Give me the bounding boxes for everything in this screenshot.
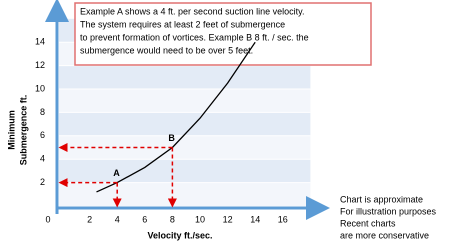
note-text: Chart is approximate bbox=[340, 194, 423, 204]
x-tick-label: 0 bbox=[45, 214, 50, 224]
band bbox=[59, 182, 311, 206]
x-tick-label: 14 bbox=[250, 214, 260, 224]
x-axis-label: Velocity ft./sec. bbox=[147, 230, 212, 240]
annotation-label: A bbox=[113, 168, 120, 178]
y-tick-label: 12 bbox=[35, 60, 45, 70]
y-tick-label: 2 bbox=[40, 177, 45, 187]
y-axis-label: Minimum bbox=[6, 110, 16, 150]
x-tick-label: 16 bbox=[278, 214, 288, 224]
note-text: Recent charts bbox=[340, 218, 396, 228]
x-tick-label: 4 bbox=[115, 214, 120, 224]
callout-box bbox=[74, 2, 372, 66]
band bbox=[59, 89, 311, 113]
y-axis-label: Submergence ft. bbox=[18, 95, 28, 166]
band bbox=[59, 65, 311, 89]
band bbox=[59, 135, 311, 160]
y-tick-label: 8 bbox=[40, 107, 45, 117]
x-tick-label: 10 bbox=[195, 214, 205, 224]
band bbox=[59, 112, 311, 136]
callout-text: to prevent formation of vortices. Exampl… bbox=[80, 32, 309, 42]
y-tick-label: 6 bbox=[40, 130, 45, 140]
callout-text: The system requires at least 2 feet of s… bbox=[80, 19, 285, 29]
x-tick-label: 2 bbox=[87, 214, 92, 224]
callout-text: submergence would need to be over 5 feet… bbox=[80, 45, 253, 55]
annotation-label: B bbox=[168, 133, 175, 143]
y-tick-label: 10 bbox=[35, 83, 45, 93]
note-text: For illustration purposes bbox=[340, 206, 437, 216]
x-tick-label: 6 bbox=[142, 214, 147, 224]
band bbox=[59, 159, 311, 183]
note-text: are more conservative bbox=[340, 230, 429, 240]
x-tick-label: 8 bbox=[170, 214, 175, 224]
x-tick-label: 12 bbox=[223, 214, 233, 224]
y-tick-label: 14 bbox=[35, 37, 45, 47]
y-tick-label: 4 bbox=[40, 154, 45, 164]
callout-text: Example A shows a 4 ft. per second sucti… bbox=[80, 6, 304, 16]
